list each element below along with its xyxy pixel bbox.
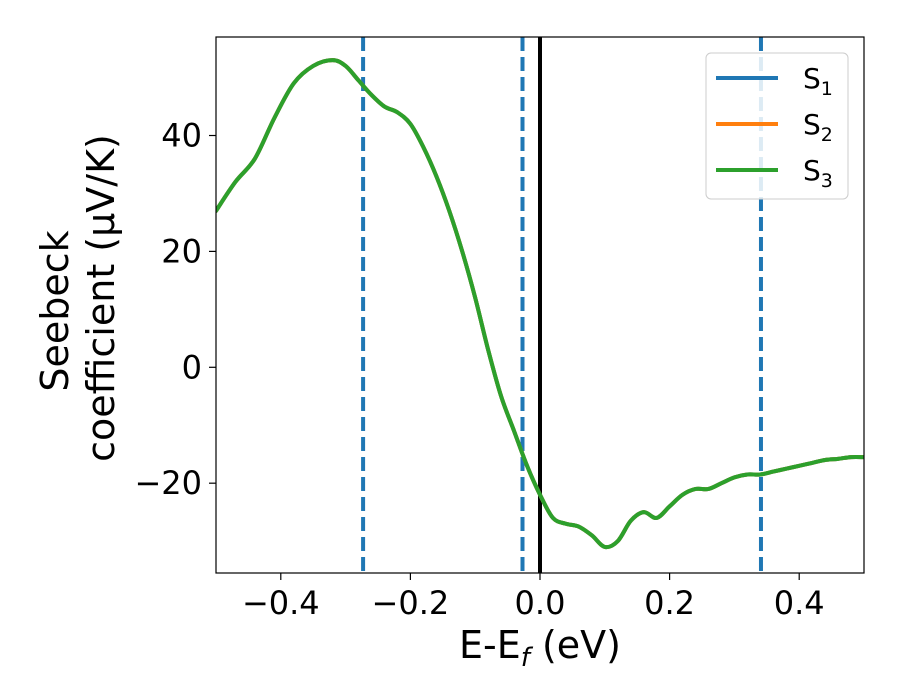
legend: S1 S2 S3	[705, 52, 849, 200]
x-tick-label: 0.2	[644, 584, 695, 622]
x-axis-title-main: E-E	[459, 623, 521, 667]
y-tick-label: 0	[182, 348, 202, 386]
legend-label-s3: S3	[803, 154, 833, 192]
series-line-s3	[216, 58, 864, 550]
x-axis-title-unit: (eV)	[530, 623, 621, 667]
x-axis-ticks: −0.4 −0.2 0.0 0.2 0.4	[242, 573, 825, 622]
y-axis-ticks: −20 0 20 40	[134, 117, 216, 502]
legend-label-s2: S2	[803, 108, 833, 146]
y-axis-title-line1: Seebeck	[33, 230, 77, 391]
series-lines	[216, 58, 864, 550]
y-tick-label: −20	[134, 464, 202, 502]
y-tick-label: 20	[161, 232, 202, 270]
x-axis-title: E-Ef (eV)	[459, 623, 621, 673]
x-tick-label: −0.2	[372, 584, 450, 622]
y-tick-label: 40	[161, 117, 202, 155]
x-tick-label: 0.0	[515, 584, 566, 622]
y-axis-title-line2: coefficient (μV/K)	[79, 134, 123, 462]
x-tick-label: −0.4	[242, 584, 320, 622]
legend-items: S1 S2 S3	[716, 62, 833, 192]
legend-label-s1: S1	[803, 62, 833, 100]
x-tick-label: 0.4	[774, 584, 825, 622]
y-axis-title: Seebeck coefficient (μV/K)	[33, 134, 123, 462]
